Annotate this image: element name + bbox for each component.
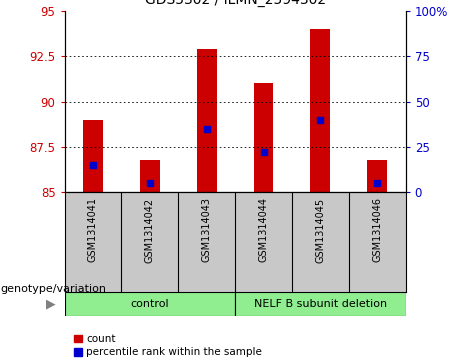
Text: GSM1314045: GSM1314045 <box>315 197 325 262</box>
Text: NELF B subunit deletion: NELF B subunit deletion <box>254 299 387 309</box>
Text: GSM1314043: GSM1314043 <box>201 197 212 262</box>
Text: genotype/variation: genotype/variation <box>0 285 106 294</box>
Bar <box>140 160 160 192</box>
Bar <box>65 292 235 316</box>
Text: control: control <box>130 299 169 309</box>
Bar <box>367 160 387 192</box>
Text: GSM1314044: GSM1314044 <box>259 197 269 262</box>
Text: GSM1314041: GSM1314041 <box>88 197 98 262</box>
Bar <box>197 49 217 192</box>
Bar <box>235 292 406 316</box>
Text: ▶: ▶ <box>46 298 55 310</box>
Bar <box>254 83 273 192</box>
Text: GSM1314046: GSM1314046 <box>372 197 382 262</box>
Text: GSM1314042: GSM1314042 <box>145 197 155 262</box>
Legend: count, percentile rank within the sample: count, percentile rank within the sample <box>70 330 266 362</box>
Bar <box>310 29 331 192</box>
Bar <box>83 120 103 192</box>
Title: GDS5302 / ILMN_2594302: GDS5302 / ILMN_2594302 <box>145 0 325 7</box>
